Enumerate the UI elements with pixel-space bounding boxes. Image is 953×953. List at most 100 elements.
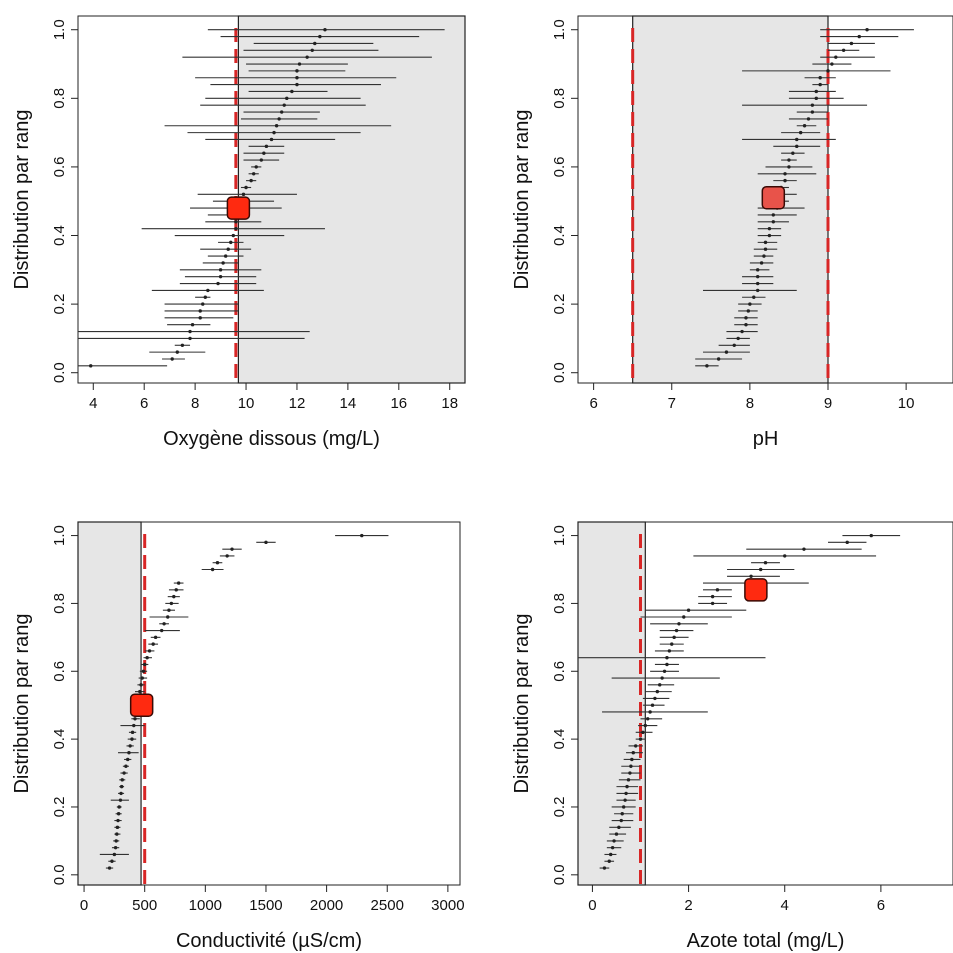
data-point [646, 717, 650, 721]
data-point [783, 172, 787, 176]
data-point [313, 41, 317, 46]
data-point [767, 226, 772, 231]
data-point [736, 336, 740, 341]
data-point [715, 588, 720, 592]
data-point [629, 764, 633, 768]
data-point [241, 192, 246, 197]
y-tick-label: 0.0 [51, 864, 68, 885]
data-point [710, 601, 715, 606]
data-point [128, 744, 132, 748]
data-point [297, 62, 302, 66]
data-point [814, 89, 818, 94]
data-point [133, 717, 137, 721]
data-point [834, 55, 838, 59]
data-point [126, 757, 130, 762]
y-tick-label: 0.2 [51, 294, 68, 315]
data-point [791, 151, 795, 155]
data-point [116, 818, 120, 823]
data-point [107, 866, 112, 870]
data-point [249, 178, 253, 183]
data-point [771, 220, 776, 224]
data-point [655, 689, 660, 694]
x-axis-label: Conductivité (µS/cm) [176, 930, 362, 952]
y-tick-label: 0.6 [551, 661, 568, 682]
highlight-marker [129, 693, 154, 717]
data-point [670, 642, 674, 646]
x-tick-label: 2000 [310, 897, 343, 914]
x-tick-label: 0 [588, 897, 596, 914]
data-point [755, 274, 760, 279]
y-tick-label: 0.2 [51, 797, 68, 818]
data-point [650, 703, 655, 707]
x-tick-label: 1500 [249, 897, 282, 914]
data-point [151, 642, 155, 646]
data-point [763, 240, 768, 245]
data-point [218, 274, 223, 279]
data-point [759, 261, 764, 265]
data-point [783, 178, 787, 183]
highlight-marker [761, 186, 786, 210]
data-point [744, 316, 748, 320]
data-point [758, 567, 763, 572]
y-tick-label: 0.8 [51, 593, 68, 614]
data-point [763, 561, 768, 565]
data-point [145, 656, 149, 660]
data-point [641, 730, 645, 735]
data-point [279, 110, 284, 114]
x-tick-label: 8 [746, 395, 754, 412]
x-tick-label: 1000 [189, 897, 222, 914]
data-point [210, 567, 215, 572]
x-tick-label: 12 [289, 395, 306, 412]
data-point [127, 750, 131, 755]
data-point [159, 628, 164, 633]
data-point [124, 764, 128, 768]
shaded-range [632, 15, 829, 384]
x-tick-label: 6 [589, 395, 597, 412]
data-point [114, 839, 118, 843]
panel-oxygene-dissous: 4 6 8 10 12 14 16 18 0.0 0.2 0.4 0.6 0.8 1.0 Oxygène d… [11, 15, 466, 450]
data-point [612, 839, 616, 843]
y-tick-label: 0.6 [551, 156, 568, 177]
data-point [783, 554, 787, 558]
data-point [810, 110, 815, 114]
x-tick-label: 18 [441, 395, 458, 412]
data-point [113, 845, 118, 850]
data-point [818, 76, 822, 80]
x-axis-label: Azote total (mg/L) [687, 930, 845, 952]
x-tick-label: 500 [132, 897, 157, 914]
x-tick-label: 7 [668, 395, 676, 412]
y-tick-label: 0.4 [51, 729, 68, 750]
data-point [223, 254, 228, 258]
data-point [174, 588, 178, 592]
x-tick-label: 0 [80, 897, 88, 914]
data-point [117, 805, 121, 809]
x-tick-label: 4 [89, 395, 97, 412]
data-point [732, 343, 736, 347]
data-point [630, 757, 634, 762]
data-point [295, 82, 299, 87]
data-point [755, 288, 760, 293]
data-point [638, 737, 643, 741]
data-point [746, 309, 751, 313]
data-point [660, 676, 664, 680]
data-point [175, 350, 179, 354]
data-point [767, 233, 772, 238]
data-point [677, 622, 681, 626]
x-tick-label: 6 [140, 395, 148, 412]
data-point [139, 683, 143, 687]
data-point [667, 649, 672, 653]
data-point [755, 268, 760, 272]
data-point [787, 158, 791, 162]
y-tick-label: 0.0 [551, 864, 568, 885]
data-point [607, 859, 611, 863]
data-point [610, 845, 615, 850]
x-tick-label: 10 [898, 395, 915, 412]
data-point [274, 124, 279, 128]
data-point [619, 818, 623, 823]
data-point [623, 798, 627, 802]
data-point [264, 540, 268, 545]
x-tick-label: 3000 [431, 897, 464, 914]
data-point [269, 137, 274, 142]
data-point [130, 737, 134, 741]
